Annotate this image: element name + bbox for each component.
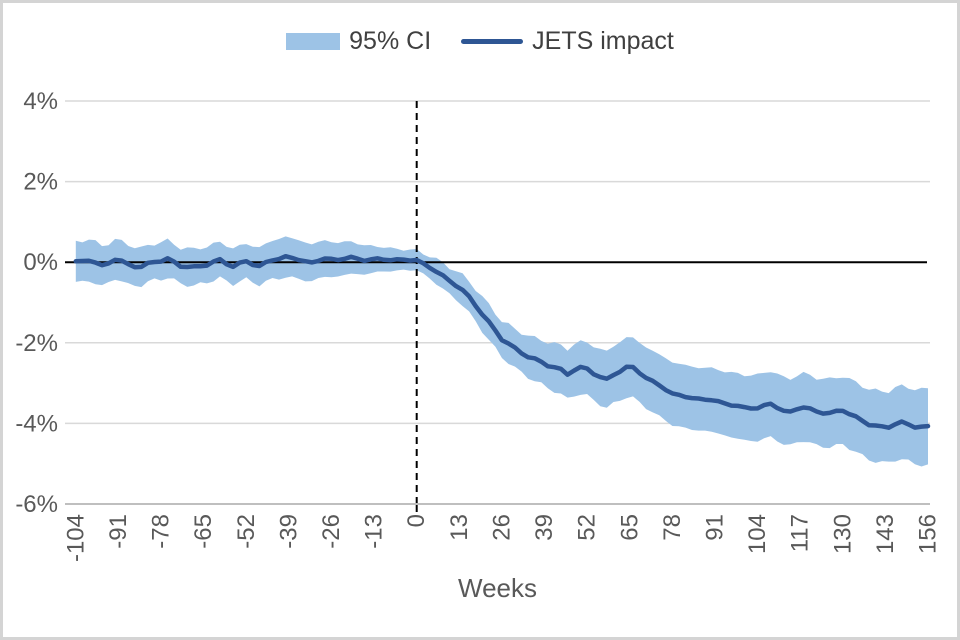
x-tick-label: 78 — [659, 514, 686, 541]
x-tick-label: -52 — [233, 514, 260, 549]
x-tick-label: -78 — [148, 514, 175, 549]
x-tick-label: 65 — [616, 514, 643, 541]
x-tick-label: 117 — [787, 514, 814, 552]
x-tick-label: 13 — [446, 514, 473, 541]
legend-item-impact: JETS impact — [461, 29, 674, 54]
ci-band — [75, 236, 929, 467]
impact-legend-label: JETS impact — [532, 27, 674, 55]
x-tick-label: 143 — [872, 514, 899, 554]
x-axis-title: Weeks — [458, 573, 537, 603]
x-tick-label: 130 — [829, 514, 856, 554]
y-tick-label: 4% — [23, 88, 58, 115]
y-tick-label: -4% — [15, 410, 58, 437]
y-tick-label: 0% — [23, 249, 58, 276]
x-tick-label: -65 — [190, 514, 217, 549]
x-tick-label: 52 — [574, 514, 601, 541]
y-tick-label: -2% — [15, 330, 58, 357]
y-tick-label: -6% — [15, 491, 58, 518]
impact-line-chart: 4% 2% 0% -2% -4% -6%-104 -91 -78 -65 -52 -39 -26 -13… — [15, 88, 942, 562]
x-tick-label: -39 — [275, 514, 302, 549]
x-tick-label: -104 — [62, 514, 89, 562]
x-tick-label: -13 — [361, 514, 388, 549]
chart-legend: 95% CI JETS impact — [3, 29, 957, 54]
x-tick-label: 39 — [531, 514, 558, 541]
impact-line — [73, 253, 931, 430]
impact-line-swatch — [461, 39, 524, 44]
ci-band-swatch — [286, 33, 341, 50]
y-tick-label: 2% — [23, 169, 58, 196]
x-tick-label: -91 — [105, 514, 132, 549]
x-tick-label: 104 — [744, 514, 771, 554]
x-tick-label: 26 — [488, 514, 515, 541]
x-tick-label: 0 — [403, 514, 430, 527]
x-tick-label: 91 — [701, 514, 728, 541]
ci-legend-label: 95% CI — [349, 27, 432, 55]
x-tick-label: -26 — [318, 514, 345, 549]
legend-item-ci: 95% CI — [286, 29, 431, 54]
x-tick-label: 156 — [915, 514, 942, 554]
